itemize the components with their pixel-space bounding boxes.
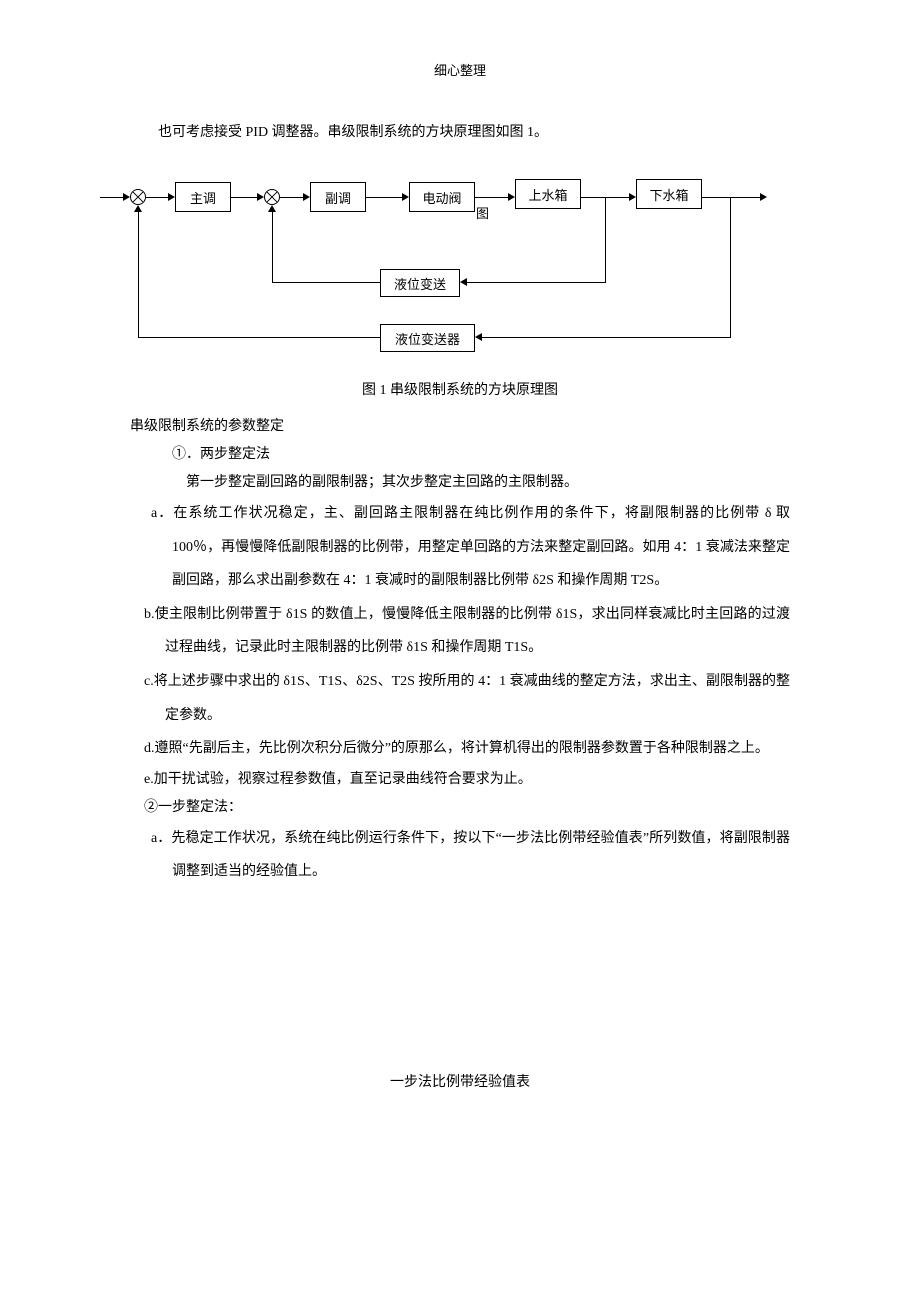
arrowhead [123,193,130,201]
arrowhead [508,193,515,201]
step-d: d.遵照“先副后主，先比例次积分后微分”的原那么，将计算机得出的限制器参数置于各… [130,732,790,766]
arrow-line [231,197,259,198]
arrow-line [272,212,273,283]
step-c: c.将上述步骤中求出的 δ1S、T1S、δ2S、T2S 按所用的 4：1 衰减曲… [130,665,790,732]
node-main-controller: 主调 [175,182,231,212]
sum-node-2 [264,189,280,205]
arrowhead [475,333,482,341]
node-sub-controller: 副调 [310,182,366,212]
sum-node-1 [130,189,146,205]
step-b: b.使主限制比例带置于 δ1S 的数值上，慢慢降低主限制器的比例带 δ1S，求出… [130,598,790,665]
node-level-tx-inner: 液位变送 [380,269,460,297]
arrowhead [168,193,175,201]
method1-title: ①．两步整定法 [130,441,790,469]
arrow-line [475,197,510,198]
arrowhead [760,193,767,201]
block-diagram: 主调 副调 电动阀 图 上水箱 下水箱 液位变送 [130,167,790,367]
arrow-line [480,337,731,338]
arrowhead [629,193,636,201]
method1-step0: 第一步整定副回路的副限制器；其次步整定主回路的主限制器。 [130,469,790,497]
arrow-line [138,212,139,338]
arrow-line [702,197,762,198]
float-label-tu: 图 [476,203,489,222]
arrow-line [138,337,380,338]
diagram-caption: 图 1 串级限制系统的方块原理图 [130,377,790,405]
arrow-line [730,197,731,337]
arrowhead [134,205,142,212]
arrow-line [605,197,606,282]
arrowhead [460,278,467,286]
node-valve: 电动阀 [409,182,475,212]
step-a: a．在系统工作状况稳定，主、副回路主限制器在纯比例作用的条件下，将副限制器的比例… [130,497,790,598]
step-e: e.加干扰试验，视察过程参数值，直至记录曲线符合要求为止。 [130,766,790,794]
arrowhead [402,193,409,201]
arrow-line [272,282,380,283]
page-header: 细心整理 [130,60,790,79]
node-level-tx-outer: 液位变送器 [380,324,475,352]
arrow-line [100,197,125,198]
section-heading: 串级限制系统的参数整定 [130,413,790,441]
node-upper-tank: 上水箱 [515,179,581,209]
arrowhead [268,205,276,212]
method2-title: ②一步整定法： [130,794,790,822]
arrow-line [465,282,606,283]
arrowhead [257,193,264,201]
arrowhead [303,193,310,201]
node-lower-tank: 下水箱 [636,179,702,209]
arrow-line [280,197,305,198]
arrow-line [581,197,631,198]
table-title: 一步法比例带经验值表 [130,1069,790,1097]
method2-step-a: a．先稳定工作状况，系统在纯比例运行条件下，按以下“一步法比例带经验值表”所列数… [130,822,790,889]
intro-paragraph: 也可考虑接受 PID 调整器。串级限制系统的方块原理图如图 1。 [130,119,790,147]
arrow-line [366,197,404,198]
